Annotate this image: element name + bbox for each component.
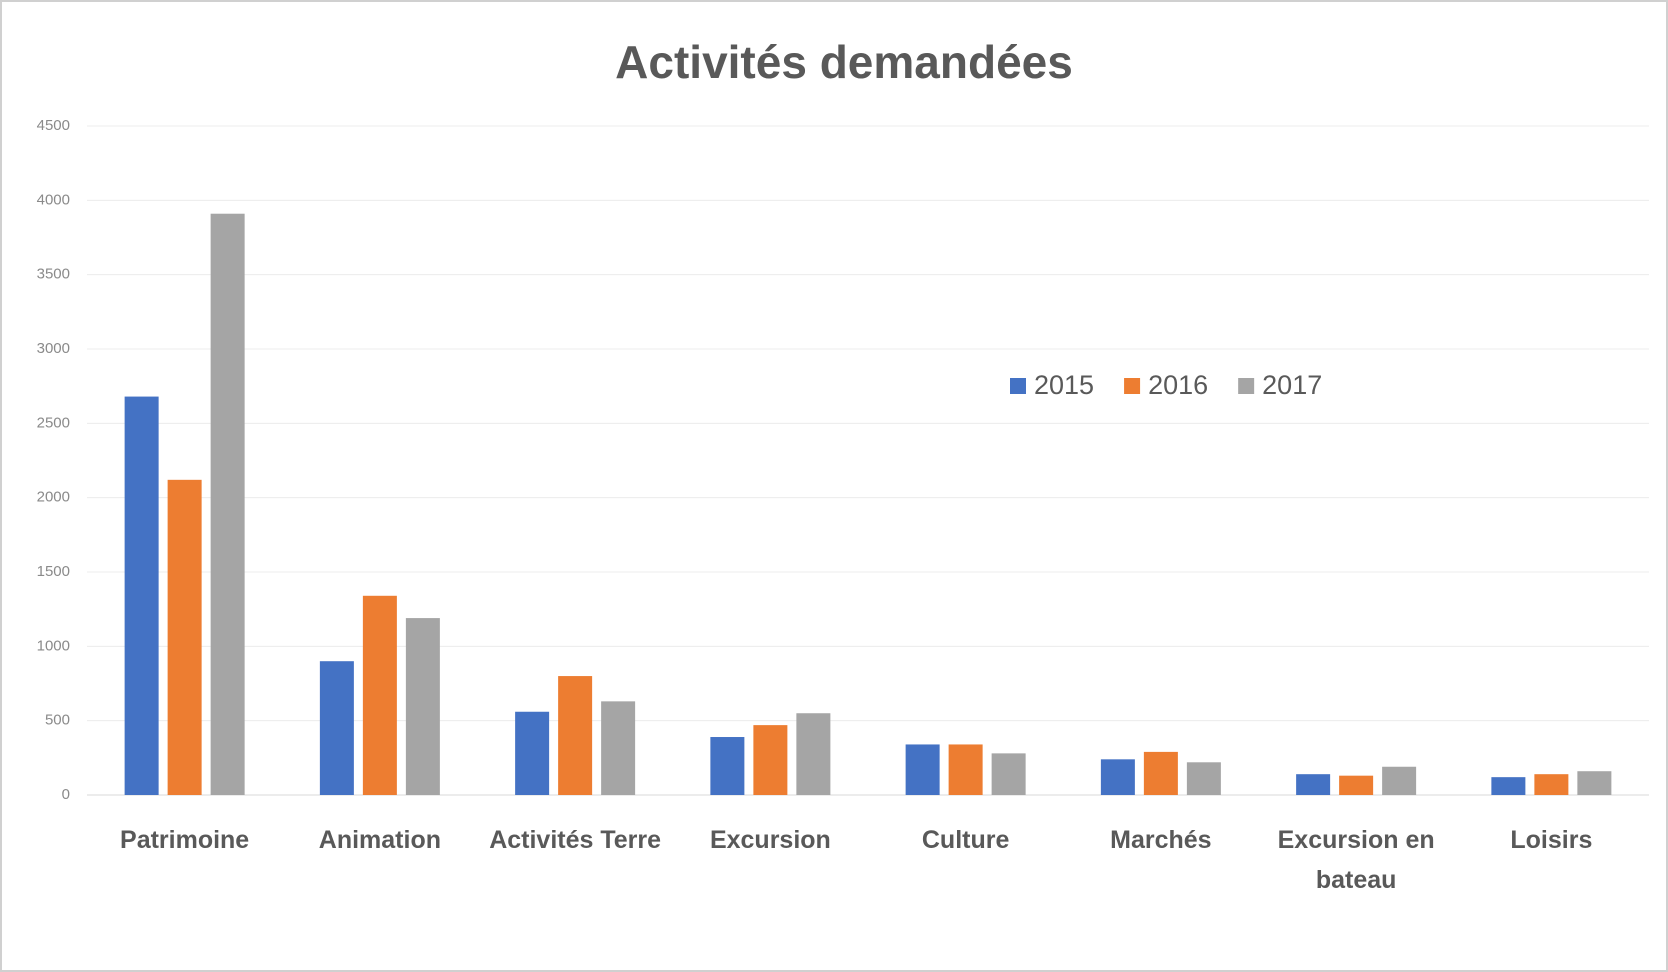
x-tick-label: Activités Terre	[489, 826, 662, 854]
bar	[210, 213, 245, 796]
chart-title: Activités demandées	[615, 36, 1073, 88]
bar	[710, 737, 745, 795]
bar	[1382, 766, 1417, 795]
bar	[991, 753, 1026, 795]
bar	[948, 744, 983, 795]
x-tick-label: Excursion en bateau	[1277, 826, 1435, 894]
x-tick-label: Animation	[318, 826, 441, 854]
legend-label: 2015	[1034, 370, 1094, 400]
bar	[601, 701, 636, 795]
y-tick-label: 4500	[37, 117, 70, 134]
bar	[405, 618, 440, 795]
x-tick-label: Loisirs	[1510, 826, 1593, 854]
bar	[796, 713, 831, 795]
bar	[319, 661, 354, 795]
x-tick-label: Marchés	[1110, 826, 1212, 854]
y-tick-label: 1000	[37, 637, 70, 654]
y-tick-label: 4000	[37, 191, 70, 208]
y-tick-label: 3000	[37, 340, 70, 357]
bar	[515, 711, 550, 795]
bar	[124, 396, 159, 795]
bar	[1296, 774, 1331, 795]
y-tick-label: 1500	[37, 563, 70, 580]
bar	[1100, 759, 1135, 795]
y-tick-label: 0	[62, 786, 70, 803]
x-tick-label: Excursion	[709, 826, 831, 854]
y-tick-label: 3500	[37, 266, 70, 283]
bar	[905, 744, 940, 795]
y-tick-label: 500	[45, 712, 70, 729]
bar	[1143, 751, 1178, 795]
bar	[1186, 762, 1221, 795]
legend-label: 2016	[1148, 370, 1208, 400]
bar	[362, 595, 397, 795]
bar	[1491, 777, 1526, 795]
bar	[558, 676, 593, 795]
legend-label: 2017	[1262, 370, 1322, 400]
y-tick-label: 2500	[37, 414, 70, 431]
bar	[167, 479, 202, 795]
bar	[753, 725, 788, 795]
legend-swatch	[1010, 378, 1026, 394]
x-tick-label: Patrimoine	[120, 826, 250, 854]
bar	[1339, 775, 1374, 795]
legend-swatch	[1124, 378, 1141, 394]
bar	[1534, 774, 1569, 795]
bar	[1577, 771, 1612, 795]
y-tick-label: 2000	[37, 489, 70, 506]
legend-swatch	[1238, 378, 1255, 394]
x-tick-label: Culture	[921, 826, 1010, 854]
